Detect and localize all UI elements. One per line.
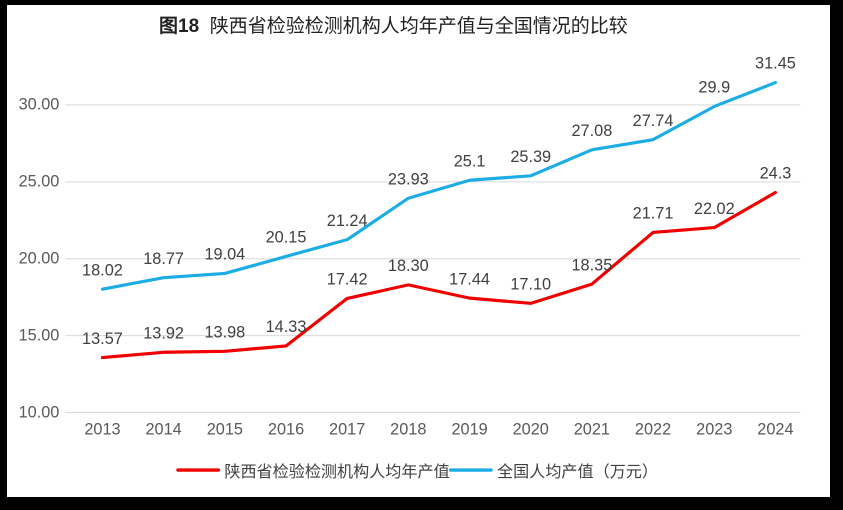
svg-text:13.92: 13.92 (143, 324, 184, 342)
svg-text:2023: 2023 (696, 420, 732, 438)
svg-text:2018: 2018 (390, 420, 426, 438)
svg-text:2020: 2020 (513, 420, 549, 438)
svg-text:15.00: 15.00 (19, 327, 60, 345)
svg-text:18.35: 18.35 (571, 256, 612, 274)
svg-text:2022: 2022 (635, 420, 671, 438)
svg-text:18.30: 18.30 (388, 257, 429, 275)
svg-text:18.02: 18.02 (82, 261, 123, 279)
svg-text:13.57: 13.57 (82, 330, 123, 348)
svg-text:2017: 2017 (329, 420, 365, 438)
svg-text:27.08: 27.08 (571, 122, 612, 140)
svg-text:10.00: 10.00 (19, 403, 60, 421)
svg-text:25.39: 25.39 (510, 148, 551, 166)
svg-text:2016: 2016 (268, 420, 304, 438)
svg-text:17.42: 17.42 (327, 271, 368, 289)
svg-text:14.33: 14.33 (266, 318, 307, 336)
svg-text:23.93: 23.93 (388, 170, 429, 188)
svg-text:2014: 2014 (145, 420, 181, 438)
svg-text:陕西省检验检测机构人均年产值: 陕西省检验检测机构人均年产值 (224, 463, 449, 481)
svg-text:17.44: 17.44 (449, 270, 490, 288)
svg-text:18.77: 18.77 (143, 250, 184, 268)
svg-text:21.71: 21.71 (633, 205, 674, 223)
svg-text:27.74: 27.74 (633, 112, 674, 130)
svg-text:24.3: 24.3 (760, 165, 792, 183)
svg-text:19.04: 19.04 (204, 246, 245, 264)
svg-text:17.10: 17.10 (510, 276, 551, 294)
svg-text:2021: 2021 (574, 420, 610, 438)
svg-text:2015: 2015 (207, 420, 243, 438)
svg-text:2013: 2013 (84, 420, 120, 438)
svg-text:2019: 2019 (451, 420, 487, 438)
svg-text:20.15: 20.15 (266, 229, 307, 247)
svg-text:29.9: 29.9 (698, 79, 730, 97)
svg-text:22.02: 22.02 (694, 200, 735, 218)
svg-text:13.98: 13.98 (204, 323, 245, 341)
svg-text:25.1: 25.1 (454, 152, 486, 170)
svg-text:31.45: 31.45 (755, 55, 796, 73)
svg-text:2024: 2024 (757, 420, 793, 438)
svg-text:30.00: 30.00 (19, 96, 60, 114)
svg-text:全国人均产值（万元）: 全国人均产值（万元） (497, 463, 658, 481)
svg-text:20.00: 20.00 (19, 250, 60, 268)
svg-text:21.24: 21.24 (327, 212, 368, 230)
svg-text:25.00: 25.00 (19, 173, 60, 191)
